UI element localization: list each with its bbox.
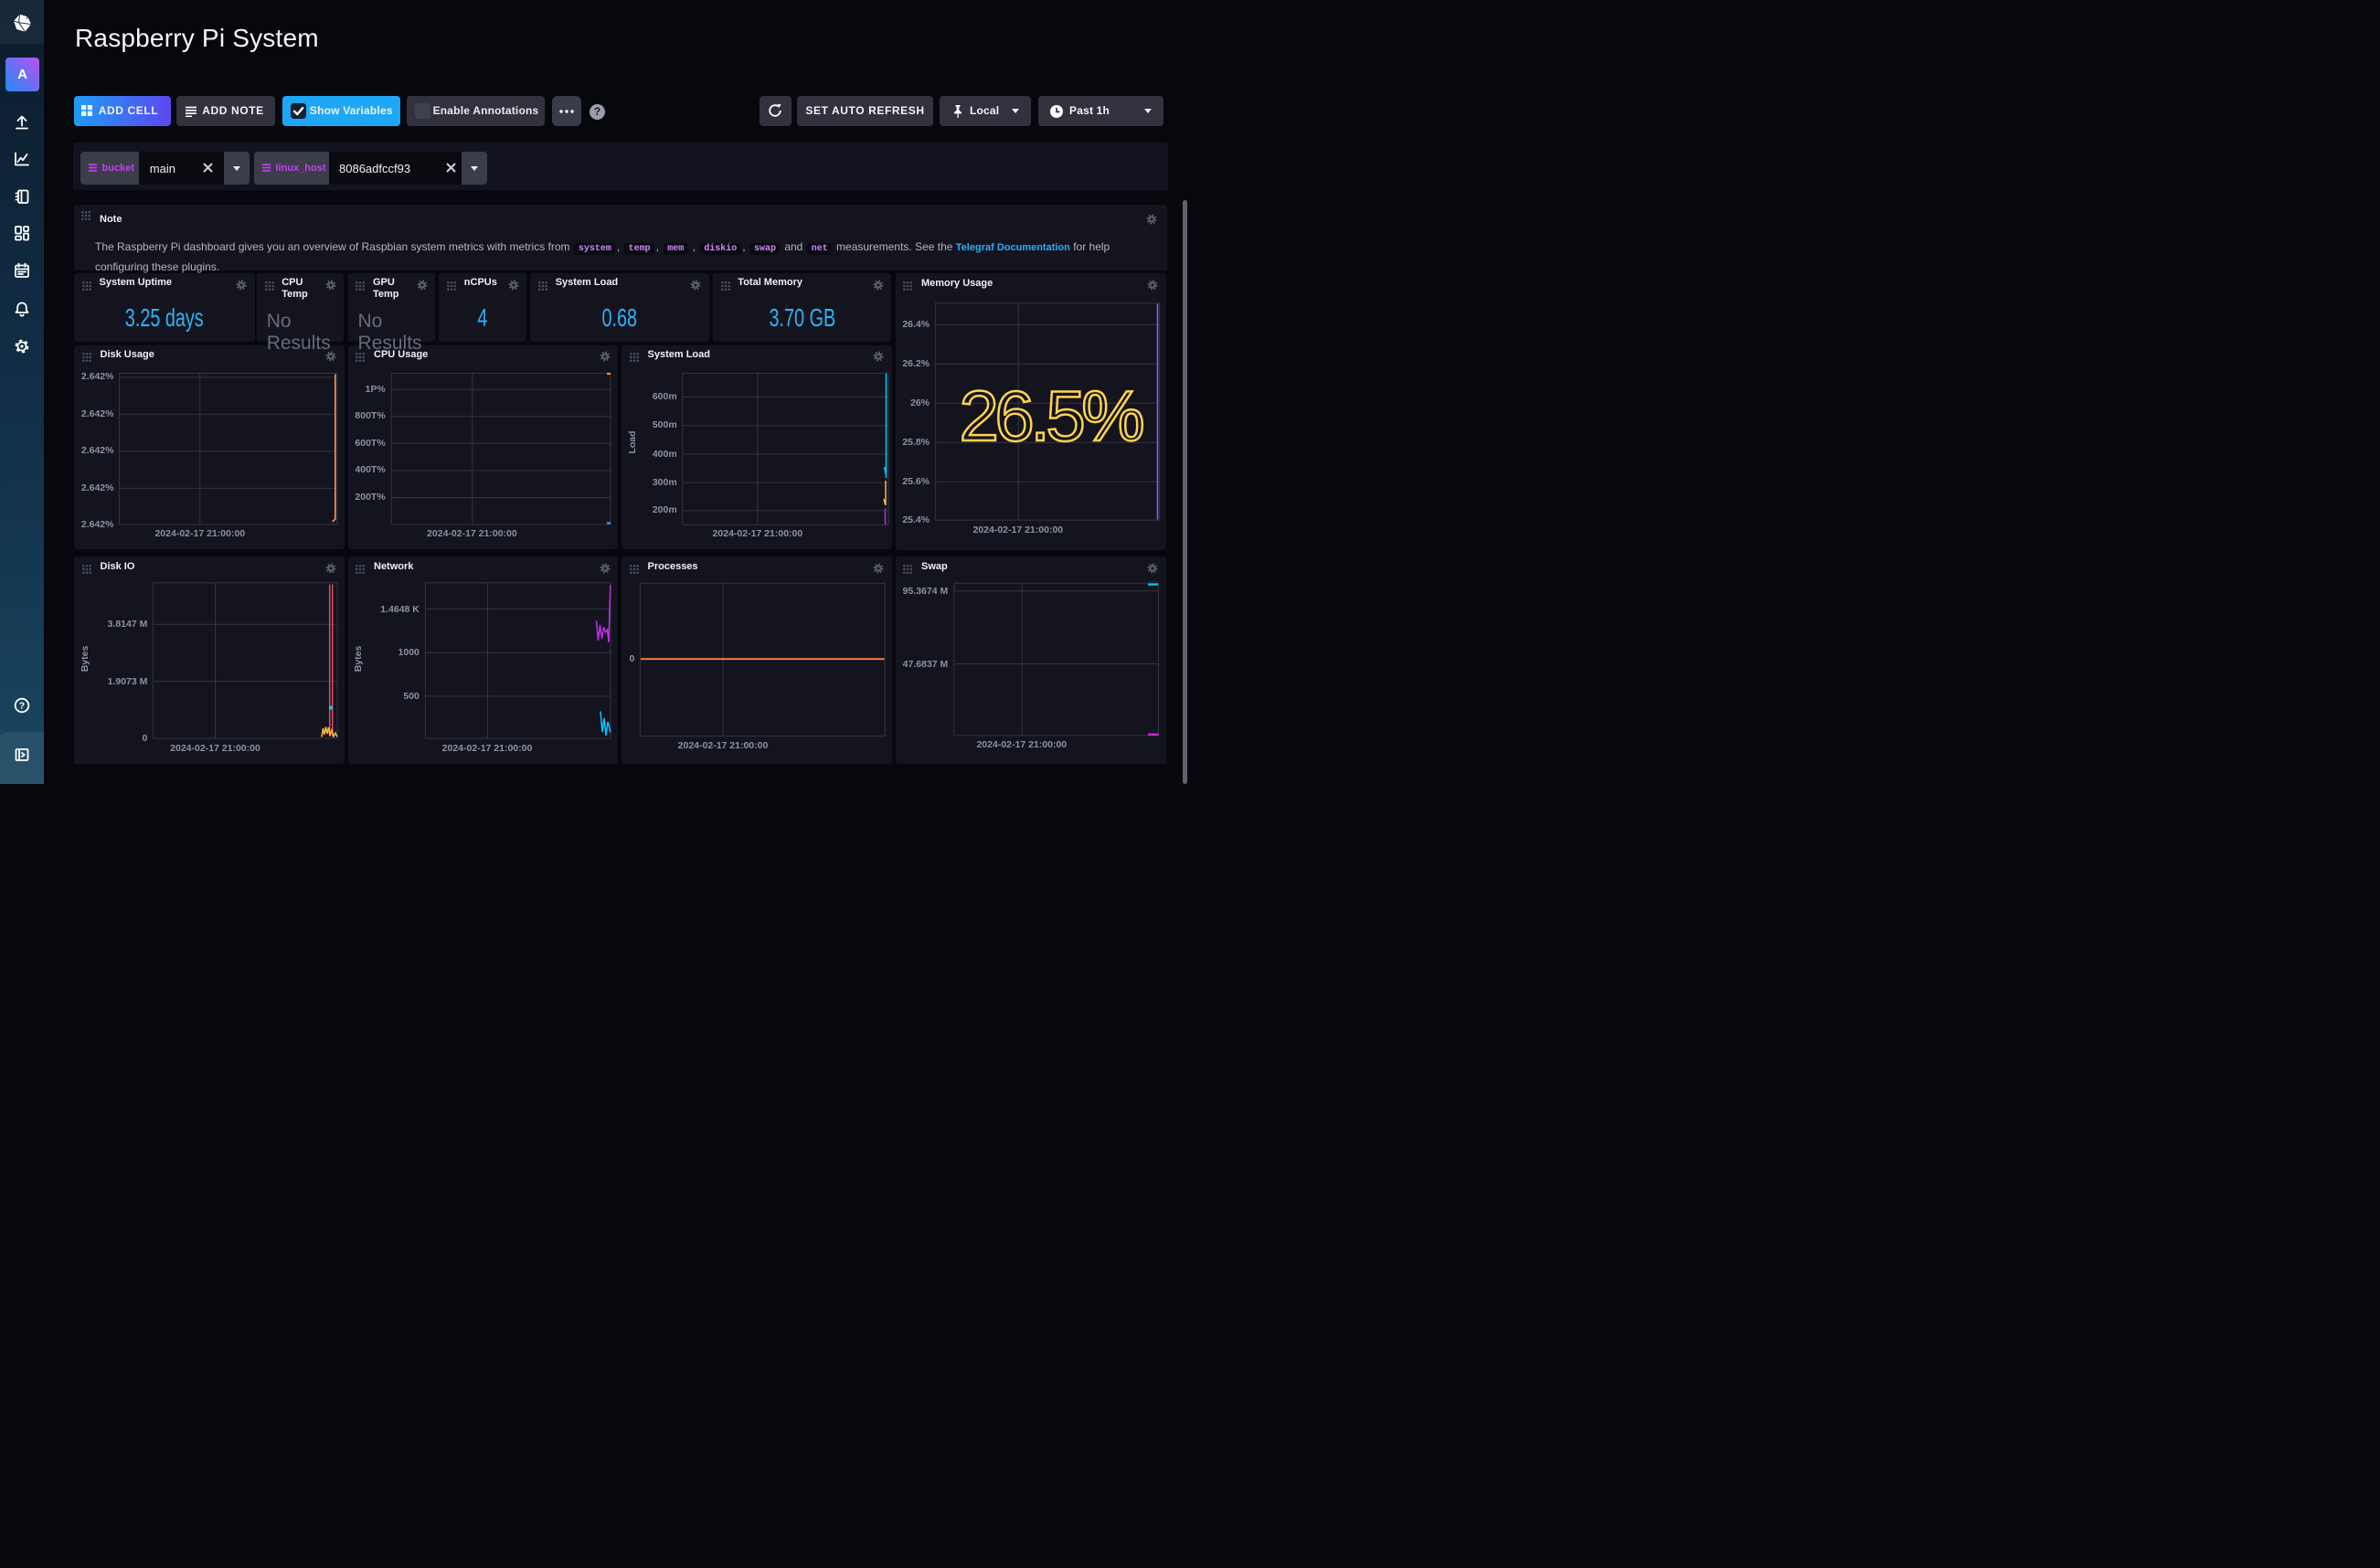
svg-text:26.5%: 26.5% xyxy=(959,378,1142,456)
svg-text:?: ? xyxy=(19,701,25,712)
